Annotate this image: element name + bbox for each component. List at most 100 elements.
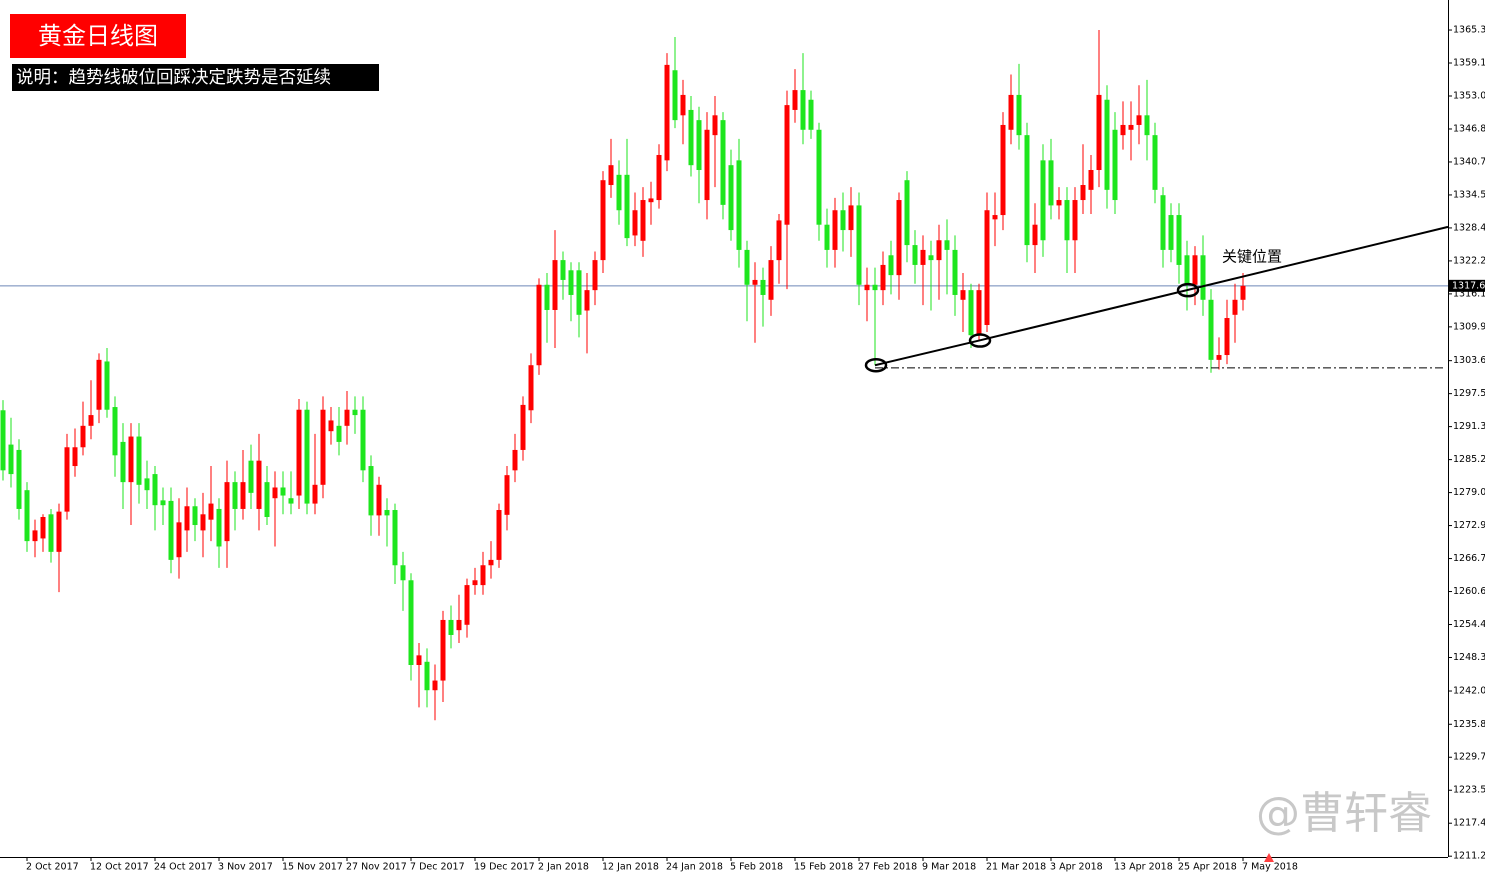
- candle-body: [1112, 129, 1118, 201]
- candle-body: [968, 290, 974, 336]
- candle-body: [1008, 94, 1014, 130]
- candle-body: [112, 407, 118, 456]
- x-tick-label: 3 Apr 2018: [1050, 862, 1103, 873]
- candle-body: [640, 200, 646, 241]
- candle-body: [456, 619, 462, 631]
- candle-body: [1224, 318, 1230, 356]
- candle-body: [1144, 115, 1150, 136]
- candle-body: [424, 661, 430, 691]
- candle-body: [480, 565, 486, 586]
- candle-body: [1072, 200, 1078, 241]
- candle-body: [832, 210, 838, 250]
- candle-body: [24, 490, 30, 542]
- candle-body: [288, 498, 294, 504]
- candle-body: [984, 210, 990, 325]
- candle-body: [552, 260, 558, 310]
- candle-body: [392, 510, 398, 566]
- candle-body: [192, 506, 198, 526]
- annotation: 关键位置: [1222, 248, 1282, 266]
- candle-body: [728, 165, 734, 231]
- candle-body: [1104, 99, 1110, 190]
- candle-body: [472, 580, 478, 586]
- candle-body: [592, 260, 598, 291]
- candle-body: [104, 361, 110, 410]
- candle-body: [328, 420, 334, 432]
- x-tick-label: 15 Feb 2018: [794, 862, 853, 873]
- touch-circle: [864, 357, 888, 373]
- candle-body: [680, 94, 686, 116]
- candle-body: [1240, 285, 1246, 300]
- candle-body: [584, 290, 590, 311]
- candle-body: [576, 270, 582, 315]
- candle-body: [80, 425, 86, 448]
- y-tick-label: 1272.90: [1453, 520, 1485, 531]
- candle-body: [48, 514, 54, 552]
- candle-body: [1192, 255, 1198, 285]
- candle-body: [1040, 160, 1046, 241]
- touch-circle: [1176, 282, 1200, 298]
- candle-body: [912, 245, 918, 265]
- candle-body: [8, 444, 14, 475]
- y-tick-label: 1223.55: [1453, 785, 1485, 796]
- candle-body: [464, 585, 470, 625]
- price-tag-label: 1317.60: [1452, 280, 1485, 291]
- candle-body: [272, 487, 278, 499]
- candle-body: [1016, 94, 1022, 136]
- candle-body: [400, 565, 406, 581]
- candle-body: [232, 482, 238, 509]
- candle-body: [992, 215, 998, 220]
- candle-body: [1168, 215, 1174, 250]
- candle-body: [544, 284, 550, 310]
- candle-body: [336, 425, 342, 442]
- x-tick-label: 24 Jan 2018: [666, 862, 723, 873]
- y-tick-label: 1309.95: [1453, 321, 1485, 332]
- y-tick-label: 1340.70: [1453, 156, 1485, 167]
- candle-body: [0, 410, 6, 471]
- candle-body: [352, 409, 358, 416]
- candle-body: [504, 475, 510, 515]
- x-tick-label: 2 Oct 2017: [26, 862, 79, 873]
- candle-body: [1200, 255, 1206, 300]
- candle-body: [920, 249, 926, 265]
- candle-body: [520, 404, 526, 450]
- candle-body: [32, 530, 38, 542]
- y-tick-label: 1359.15: [1453, 58, 1485, 69]
- candle-body: [928, 255, 934, 261]
- candle-body: [280, 487, 286, 496]
- x-tick-label: 7 Dec 2017: [410, 862, 465, 873]
- candle-body: [1216, 355, 1222, 360]
- y-tick-label: 1260.60: [1453, 586, 1485, 597]
- candle-body: [64, 447, 70, 512]
- candle-body: [880, 264, 886, 291]
- candle-body: [136, 436, 142, 485]
- candle-body: [776, 220, 782, 261]
- candle-body: [608, 165, 614, 186]
- candle-body: [144, 478, 150, 491]
- candle-body: [248, 460, 254, 493]
- candle-body: [744, 249, 750, 285]
- period-marker: [1264, 853, 1274, 862]
- candle-body: [760, 279, 766, 295]
- candle-body: [824, 224, 830, 250]
- candle-body: [752, 279, 758, 285]
- candle-body: [976, 290, 982, 336]
- x-tick-label: 24 Oct 2017: [154, 862, 213, 873]
- x-tick-label: 27 Nov 2017: [346, 862, 407, 873]
- candle-body: [1136, 115, 1142, 125]
- candle-body: [560, 260, 566, 280]
- candle-body: [600, 180, 606, 261]
- y-tick-label: 1316.10: [1453, 288, 1485, 299]
- trendline: [874, 289, 1188, 367]
- candle-body: [672, 70, 678, 121]
- candle-body: [1184, 255, 1190, 285]
- plot-area: [0, 30, 1449, 721]
- candle-body: [208, 503, 214, 520]
- candle-body: [168, 500, 174, 560]
- candle-body: [320, 409, 326, 485]
- candle-body: [704, 129, 710, 201]
- candle-body: [784, 105, 790, 225]
- x-tick-label: 9 Mar 2018: [922, 862, 976, 873]
- candle-body: [128, 436, 134, 483]
- candle-body: [368, 466, 374, 516]
